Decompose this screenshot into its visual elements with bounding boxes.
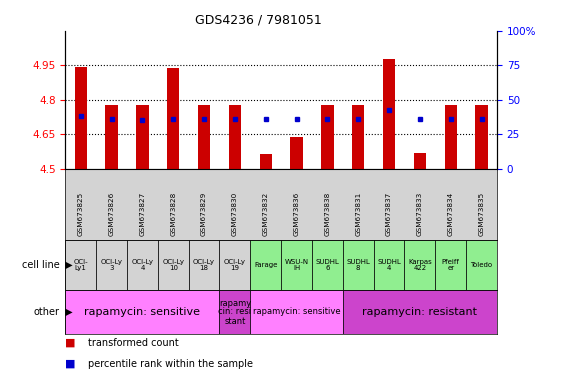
Text: rapamycin: sensitive: rapamycin: sensitive — [253, 308, 340, 316]
Bar — [352, 105, 365, 169]
Text: GSM673830: GSM673830 — [232, 192, 238, 237]
Text: cell line: cell line — [22, 260, 60, 270]
Bar — [343, 290, 497, 334]
Text: rapamycin: sensitive: rapamycin: sensitive — [85, 307, 201, 317]
Text: OCI-Ly
10: OCI-Ly 10 — [162, 259, 184, 271]
Text: GSM673826: GSM673826 — [108, 192, 115, 237]
Bar — [65, 290, 219, 334]
Bar — [189, 240, 219, 290]
Text: GSM673831: GSM673831 — [355, 192, 361, 237]
Text: GSM673836: GSM673836 — [294, 192, 299, 237]
Bar — [281, 240, 312, 290]
Text: GSM673827: GSM673827 — [139, 192, 145, 237]
Bar — [136, 105, 149, 169]
Text: GSM673835: GSM673835 — [479, 192, 485, 237]
Bar — [167, 68, 179, 169]
Text: Farage: Farage — [254, 262, 277, 268]
Bar — [158, 240, 189, 290]
Bar — [383, 59, 395, 169]
Text: other: other — [34, 307, 60, 317]
Bar — [106, 105, 118, 169]
Text: rapamycin: resistant: rapamycin: resistant — [362, 307, 478, 317]
Text: GSM673833: GSM673833 — [417, 192, 423, 237]
Bar — [343, 240, 374, 290]
Text: GSM673838: GSM673838 — [324, 192, 331, 237]
Bar — [198, 105, 210, 169]
Bar — [229, 105, 241, 169]
Bar — [74, 67, 87, 169]
Text: OCI-Ly
19: OCI-Ly 19 — [224, 259, 246, 271]
Bar — [127, 240, 158, 290]
Text: transformed count: transformed count — [88, 338, 179, 348]
Text: Karpas
422: Karpas 422 — [408, 259, 432, 271]
Text: WSU-N
IH: WSU-N IH — [285, 259, 308, 271]
Text: percentile rank within the sample: percentile rank within the sample — [88, 359, 253, 369]
Bar — [250, 240, 281, 290]
Bar — [414, 153, 426, 169]
Bar — [374, 240, 404, 290]
Bar — [475, 105, 488, 169]
Text: GSM673825: GSM673825 — [78, 192, 83, 237]
Bar — [290, 137, 303, 169]
Text: OCI-
Ly1: OCI- Ly1 — [73, 259, 88, 271]
Text: OCI-Ly
4: OCI-Ly 4 — [131, 259, 153, 271]
Bar — [96, 240, 127, 290]
Text: GSM673832: GSM673832 — [263, 192, 269, 237]
Text: GSM673837: GSM673837 — [386, 192, 392, 237]
Text: ▶: ▶ — [62, 260, 73, 270]
Text: SUDHL
6: SUDHL 6 — [315, 259, 339, 271]
Text: Pfeiff
er: Pfeiff er — [442, 259, 460, 271]
Text: SUDHL
8: SUDHL 8 — [346, 259, 370, 271]
Text: GSM673828: GSM673828 — [170, 192, 176, 237]
Text: ■: ■ — [65, 359, 76, 369]
Text: ▶: ▶ — [62, 307, 73, 317]
Text: Toledo: Toledo — [470, 262, 492, 268]
Bar — [219, 290, 250, 334]
Bar — [435, 240, 466, 290]
Bar — [219, 240, 250, 290]
Bar — [260, 154, 272, 169]
Bar — [321, 105, 333, 169]
Bar — [445, 105, 457, 169]
Text: GSM673829: GSM673829 — [201, 192, 207, 237]
Text: GDS4236 / 7981051: GDS4236 / 7981051 — [195, 14, 322, 27]
Bar — [312, 240, 343, 290]
Text: OCI-Ly
3: OCI-Ly 3 — [101, 259, 123, 271]
Text: SUDHL
4: SUDHL 4 — [377, 259, 401, 271]
Text: GSM673834: GSM673834 — [448, 192, 454, 237]
Bar — [466, 240, 497, 290]
Bar — [250, 290, 343, 334]
Bar — [404, 240, 435, 290]
Text: ■: ■ — [65, 338, 76, 348]
Text: OCI-Ly
18: OCI-Ly 18 — [193, 259, 215, 271]
Bar — [65, 240, 96, 290]
Text: rapamy
cin: resi
stant: rapamy cin: resi stant — [218, 298, 252, 326]
